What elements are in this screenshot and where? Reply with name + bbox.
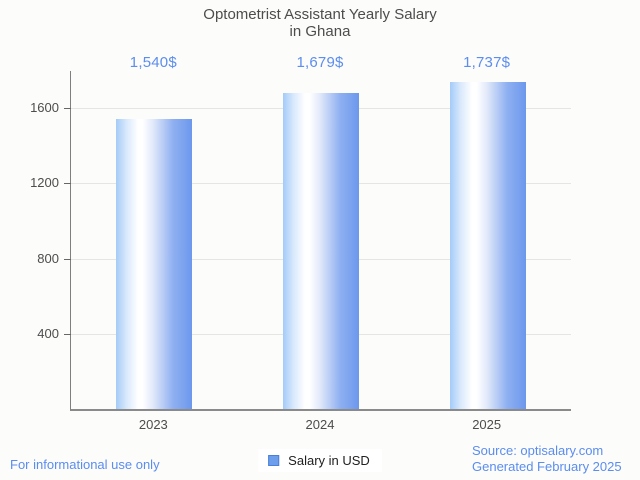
chart-title: Optometrist Assistant Yearly Salary in G… [0, 6, 640, 40]
plot-area: 400 800 1200 1600 [30, 71, 571, 411]
legend: Salary in USD [258, 449, 382, 472]
legend-label: Salary in USD [288, 453, 370, 468]
x-tick-label-2025: 2025 [472, 417, 502, 432]
x-tick-label-2024: 2024 [305, 417, 335, 432]
bar-2023 [116, 119, 193, 409]
bar-2024 [283, 93, 359, 409]
source-line: Source: optisalary.com [472, 443, 604, 458]
y-tick-800 [64, 258, 71, 260]
value-label-2025: 1,737$ [463, 54, 511, 71]
chart-title-line2: in Ghana [289, 23, 351, 40]
chart-title-line1: Optometrist Assistant Yearly Salary [203, 6, 437, 23]
y-tick-1600 [64, 108, 71, 110]
y-tick-label-800: 800 [37, 250, 59, 266]
y-tick-label-1200: 1200 [30, 175, 59, 191]
disclaimer-text: For informational use only [10, 457, 160, 472]
value-label-2023: 1,540$ [129, 54, 177, 71]
legend-square-icon [268, 455, 280, 466]
y-tick-label-1600: 1600 [30, 100, 59, 116]
source-text: Source: optisalary.com Generated Februar… [472, 443, 622, 475]
x-tick-label-2023: 2023 [138, 417, 168, 432]
y-tick-400 [64, 333, 71, 335]
value-label-2024: 1,679$ [296, 54, 344, 71]
y-tick-1200 [64, 183, 71, 185]
bar-2025 [449, 82, 526, 409]
y-tick-label-400: 400 [37, 325, 59, 341]
generated-line: Generated February 2025 [472, 459, 622, 474]
